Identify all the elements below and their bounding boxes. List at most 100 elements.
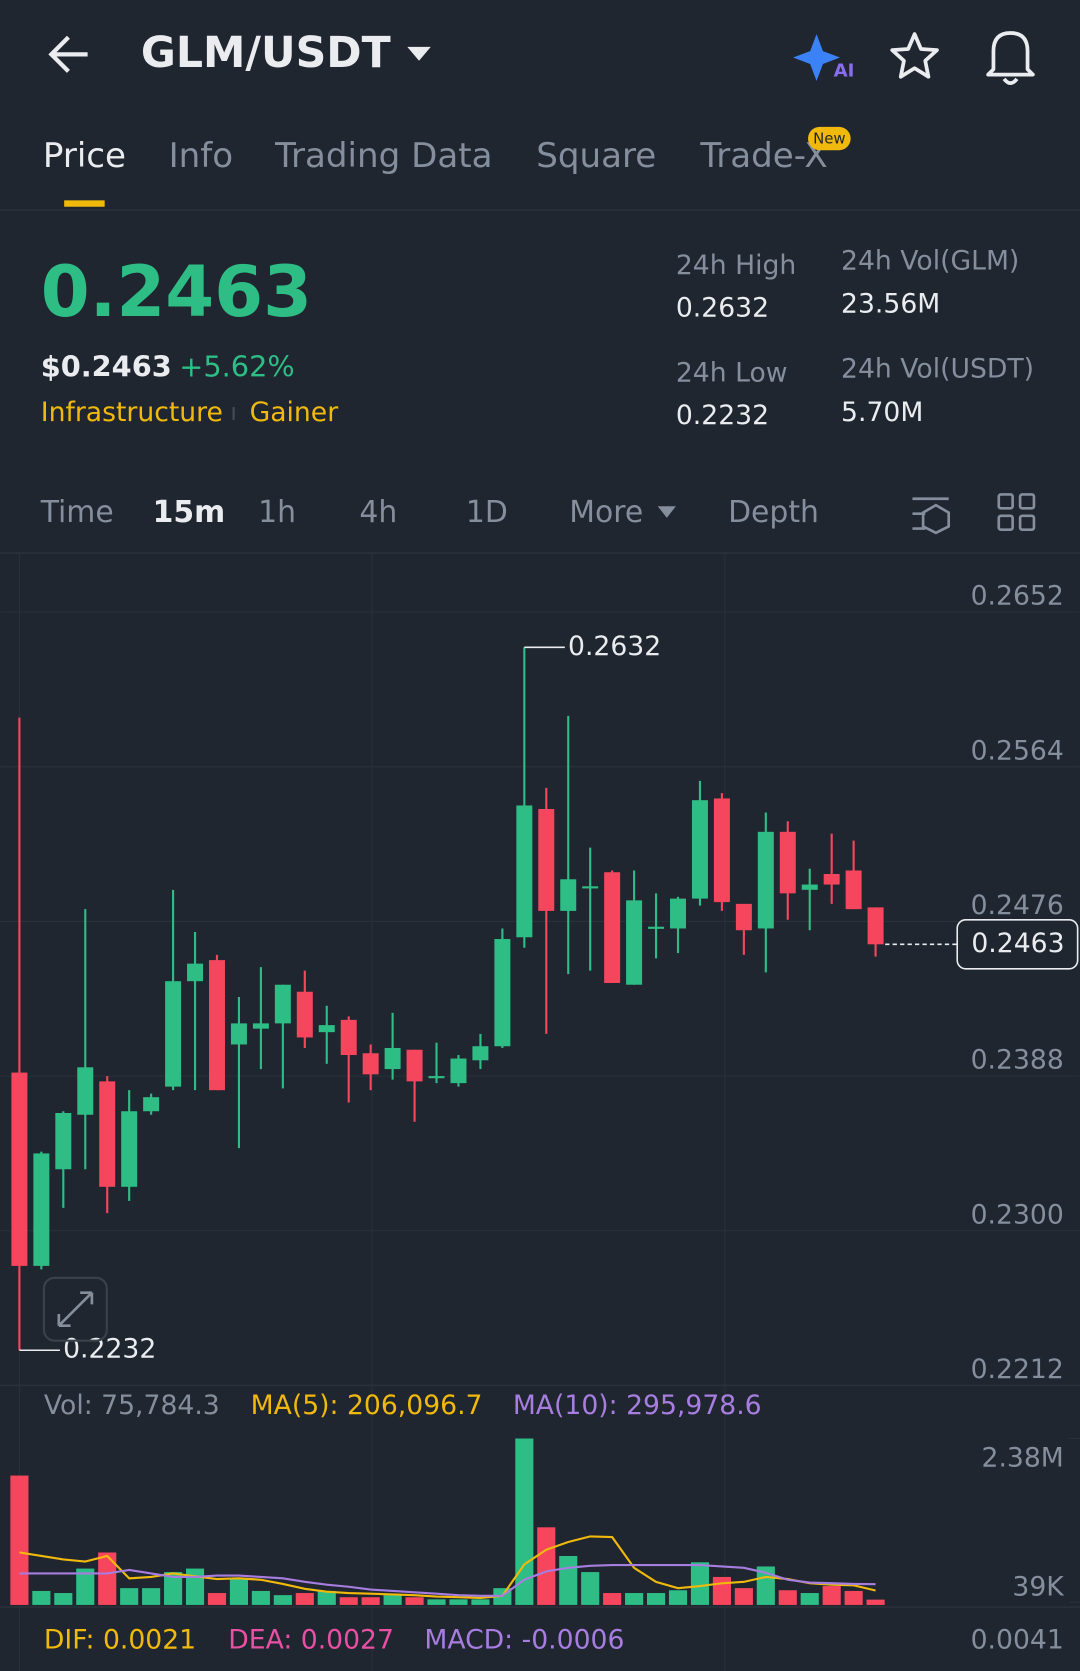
candle-body (516, 805, 533, 938)
layout-button[interactable] (997, 493, 1036, 531)
candle-body (801, 884, 818, 890)
volume-bar (427, 1599, 446, 1605)
candle-body (11, 1072, 28, 1266)
more-dropdown[interactable] (657, 506, 676, 518)
candle-body (538, 808, 555, 911)
volume-bar (120, 1588, 139, 1605)
interval[interactable]: 4h (359, 495, 397, 530)
volume-bar (668, 1590, 688, 1605)
candle-body (165, 981, 182, 1087)
volume-bar (76, 1568, 95, 1605)
interval[interactable]: 1h (258, 495, 296, 530)
tab[interactable]: Info (169, 136, 234, 176)
candle-body (274, 984, 291, 1024)
volume-bar (625, 1593, 644, 1605)
volume-bar (537, 1527, 556, 1605)
expand-button[interactable] (42, 1276, 108, 1342)
stat-value: 0.2632 (676, 293, 769, 324)
interval[interactable]: 15m (153, 495, 226, 530)
candle-body (318, 1025, 335, 1033)
favorite-button[interactable] (890, 32, 939, 79)
stat-value: 0.2232 (676, 400, 769, 431)
candle-body (33, 1153, 50, 1266)
volume-bar (54, 1593, 73, 1605)
volume-bar (317, 1590, 336, 1605)
expand-icon (57, 1291, 94, 1328)
tag[interactable]: Infrastructure (41, 397, 223, 428)
candle-body (779, 831, 796, 894)
y-tick-label: 0.2388 (971, 1045, 1064, 1076)
last-price-box (956, 918, 1079, 970)
volume-bar (449, 1599, 468, 1605)
volume-bar (603, 1593, 622, 1605)
macd-legend: DIF: 0.0021 (44, 1625, 196, 1656)
ai-icon[interactable] (793, 34, 840, 81)
volume-bar (10, 1475, 29, 1605)
usd-price: $0.2463 (41, 350, 172, 384)
candle-body (252, 1023, 269, 1029)
candle-body (648, 926, 665, 929)
y-tick-label: 0.2652 (971, 581, 1064, 612)
volume-bar (339, 1597, 358, 1605)
low-label: 0.2232 (63, 1334, 156, 1365)
volume-bar (32, 1590, 51, 1605)
candle-body (823, 873, 840, 885)
back-button[interactable] (48, 35, 88, 73)
y-tick-label: 0.2476 (971, 890, 1064, 921)
interval[interactable]: More (569, 495, 643, 530)
candle-body (230, 1023, 247, 1045)
pair-dropdown[interactable] (407, 46, 431, 61)
stat-label: 24h High (676, 250, 796, 281)
y-tick-label: 0.2564 (971, 735, 1064, 766)
price-change: +5.62% (179, 350, 294, 384)
candle-body (604, 872, 621, 983)
candle-body (713, 798, 730, 903)
volume-bar (844, 1590, 863, 1605)
stat-label: 24h Low (676, 358, 788, 389)
interval[interactable]: Time (40, 495, 114, 530)
volume-bar (273, 1595, 292, 1605)
interval[interactable]: 1D (466, 495, 508, 530)
pair-title[interactable]: GLM/USDT (141, 28, 391, 78)
volume-bar (361, 1597, 380, 1605)
tab[interactable]: Square (536, 136, 656, 176)
candle-body (362, 1053, 379, 1075)
macd-legend: MACD: -0.0006 (424, 1625, 624, 1656)
vol-legend: MA(5): 206,096.7 (251, 1390, 483, 1421)
candle-body (845, 870, 862, 910)
y-tick-label: 0.2300 (971, 1199, 1064, 1230)
interval[interactable]: Depth (728, 495, 819, 530)
candle-body (867, 907, 884, 945)
high-label: 0.2632 (568, 631, 661, 662)
vol-legend: Vol: 75,784.3 (44, 1390, 220, 1421)
tab[interactable]: Trade-X (699, 136, 827, 176)
volume-bar (515, 1438, 534, 1605)
stat-label: 24h Vol(GLM) (841, 246, 1019, 277)
volume-bar (756, 1566, 775, 1605)
stat-value: 23.56M (841, 288, 940, 319)
volume-bar (778, 1590, 797, 1605)
last-price-label: 0.2463 (971, 928, 1064, 959)
badge (808, 126, 851, 151)
candle-body (735, 903, 752, 931)
tab[interactable]: Price (43, 136, 126, 176)
candle-body (143, 1097, 160, 1112)
candle-body (99, 1081, 116, 1187)
alert-button[interactable] (986, 31, 1035, 85)
volume-bar (559, 1555, 578, 1605)
tab-indicator (64, 200, 105, 207)
vol-legend: MA(10): 295,978.6 (513, 1390, 762, 1421)
volume-bar (229, 1579, 249, 1605)
candle-body (626, 900, 643, 985)
volume-bar (383, 1595, 402, 1605)
volume-bar (712, 1576, 731, 1605)
tab[interactable]: Trading Data (274, 136, 492, 176)
volume-bar (142, 1588, 161, 1605)
volume-bar (295, 1593, 314, 1605)
candle-body (691, 800, 708, 899)
indicator-settings[interactable] (912, 497, 951, 535)
tag[interactable]: Gainer (250, 397, 339, 428)
y-tick-label: 39K (1012, 1571, 1065, 1602)
volume-bar (207, 1593, 227, 1605)
candle-body (670, 898, 686, 929)
